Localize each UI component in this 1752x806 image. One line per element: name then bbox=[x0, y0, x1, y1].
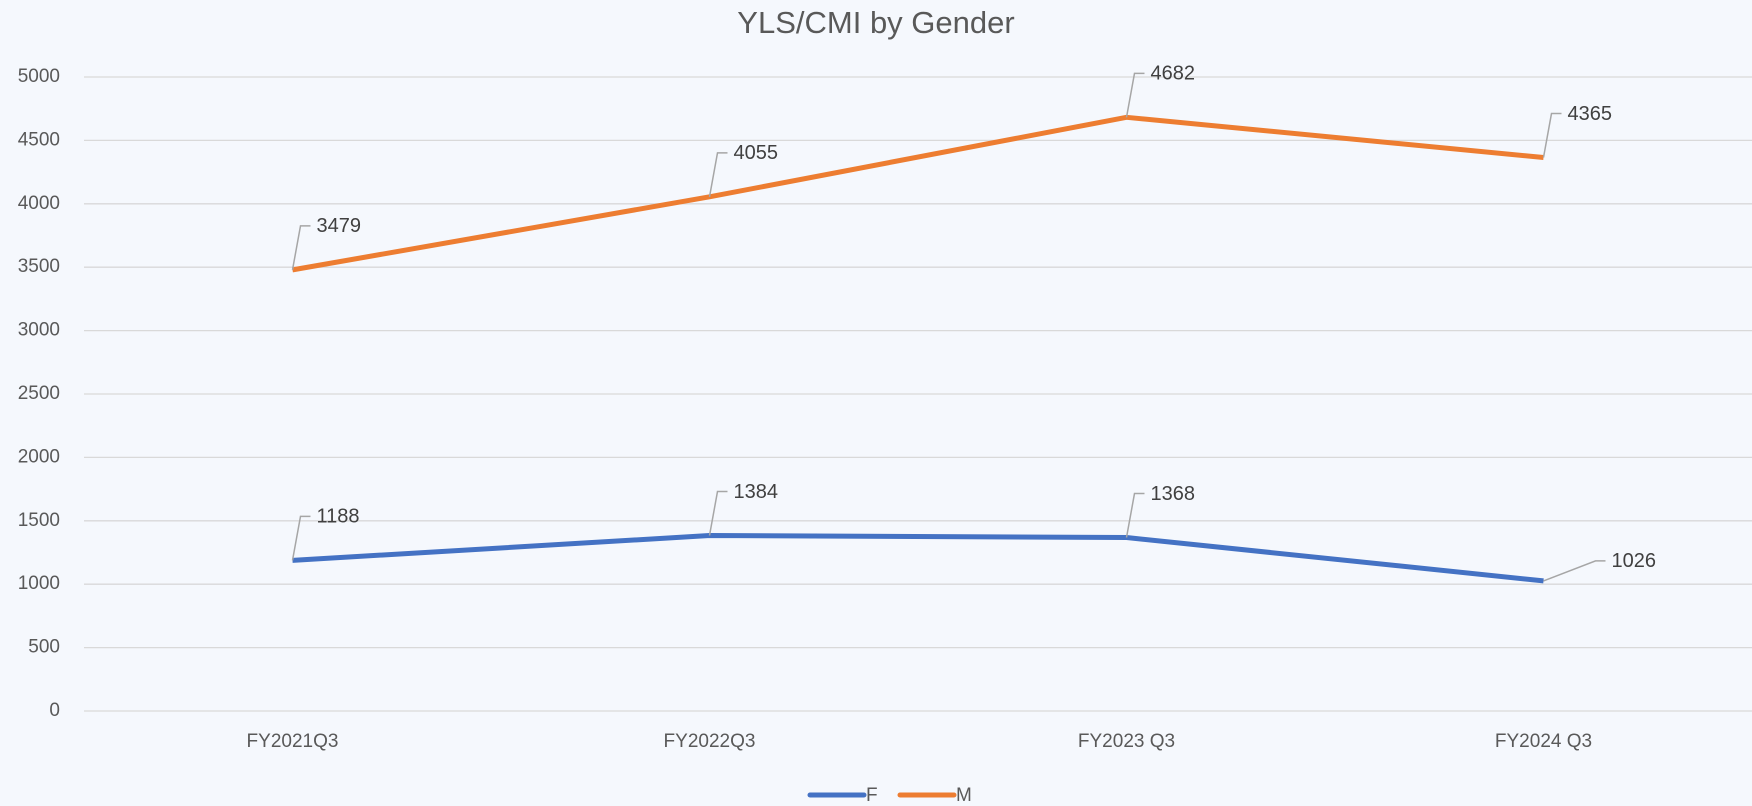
y-tick-label: 4000 bbox=[18, 193, 60, 214]
legend-label: F bbox=[866, 785, 878, 806]
y-tick-label: 3500 bbox=[18, 256, 60, 277]
leader-line bbox=[1543, 560, 1606, 582]
y-tick-label: 1000 bbox=[18, 573, 60, 594]
y-tick-label: 5000 bbox=[18, 66, 60, 87]
data-label: 1384 bbox=[734, 481, 779, 503]
data-label: 4365 bbox=[1568, 103, 1613, 125]
chart-title: YLS/CMI by Gender bbox=[737, 5, 1014, 40]
leader-line bbox=[291, 515, 311, 561]
line-series bbox=[292, 533, 1544, 584]
x-tick-label: FY2023 Q3 bbox=[1078, 731, 1175, 752]
data-label: 4055 bbox=[734, 142, 779, 164]
data-label: 1188 bbox=[317, 506, 360, 528]
leader-line bbox=[708, 490, 728, 536]
x-tick-label: FY2022Q3 bbox=[664, 731, 756, 752]
y-tick-label: 0 bbox=[49, 700, 60, 721]
x-tick-label: FY2024 Q3 bbox=[1495, 731, 1592, 752]
data-label: 1368 bbox=[1151, 483, 1196, 505]
y-tick-label: 500 bbox=[28, 637, 60, 658]
leader-line bbox=[1125, 492, 1145, 538]
data-label: 3479 bbox=[317, 215, 362, 237]
leader-line bbox=[1542, 112, 1562, 158]
line-series bbox=[292, 114, 1544, 273]
y-tick-label: 3000 bbox=[18, 320, 60, 341]
legend-label: M bbox=[956, 785, 972, 806]
data-label: 4682 bbox=[1151, 63, 1196, 85]
y-tick-label: 1500 bbox=[18, 510, 60, 531]
leader-line bbox=[708, 152, 728, 197]
x-tick-label: FY2021Q3 bbox=[247, 731, 339, 752]
y-tick-label: 2000 bbox=[18, 446, 60, 467]
y-tick-label: 4500 bbox=[18, 129, 60, 150]
leader-line bbox=[1125, 72, 1145, 118]
y-tick-label: 2500 bbox=[18, 383, 60, 404]
data-label: 1026 bbox=[1612, 550, 1657, 572]
leader-line bbox=[291, 225, 311, 270]
